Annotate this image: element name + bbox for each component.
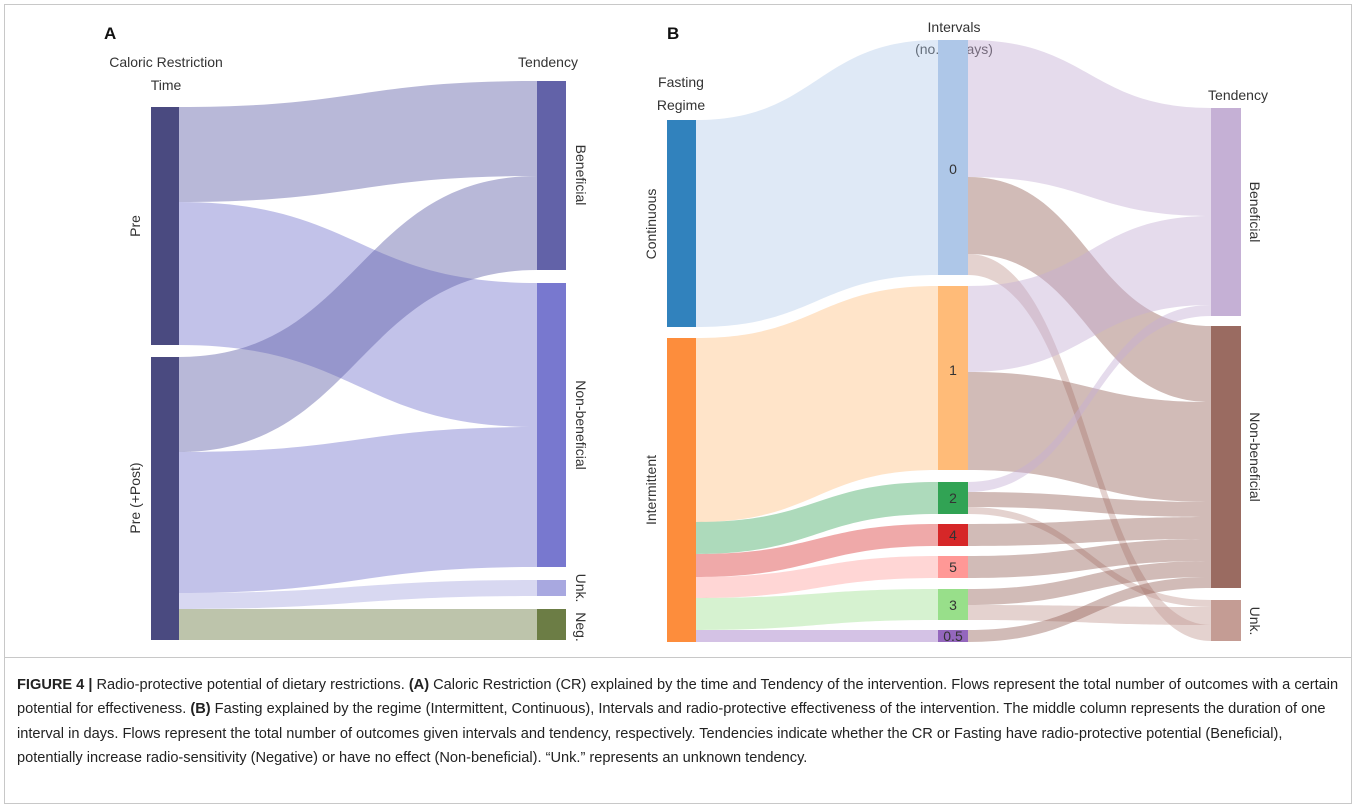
panel-a-col2-title: Tendency — [518, 54, 578, 70]
panel-a-letter: A — [104, 24, 116, 43]
node-b-intermittent — [667, 338, 696, 642]
label-a-nonbeneficial: Non-beneficial — [573, 380, 589, 470]
node-a-unk — [537, 580, 566, 596]
flow-b-05-nonbeneficial — [968, 577, 1211, 642]
label-a-unk: Unk. — [573, 574, 589, 603]
label-b-interval-2: 2 — [949, 490, 957, 506]
flow-a-prepost-neg — [179, 609, 537, 640]
node-b-interval-1 — [938, 286, 968, 470]
node-b-nonbeneficial — [1211, 326, 1241, 588]
label-b-intermittent: Intermittent — [643, 455, 659, 525]
flow-b-4-nonbeneficial — [968, 517, 1211, 546]
figure-caption: FIGURE 4 | Radio-protective potential of… — [17, 673, 1347, 771]
caption-a-label: (A) — [408, 677, 430, 693]
flow-b-intermittent-4 — [696, 524, 938, 577]
caption-a-text: Caloric Restriction (CR) explained by th… — [17, 677, 1339, 718]
node-a-beneficial — [537, 81, 566, 270]
node-a-neg — [537, 609, 566, 640]
caption-figure-label: FIGURE 4 | — [17, 677, 93, 693]
flow-b-0-beneficial — [968, 40, 1211, 216]
node-b-interval-2 — [938, 482, 968, 514]
label-b-nonbeneficial: Non-beneficial — [1247, 412, 1263, 502]
label-a-pre: Pre — [127, 215, 143, 237]
flow-b-3-unk — [968, 605, 1211, 625]
flow-b-5-nonbeneficial — [968, 539, 1211, 578]
node-a-prepost — [151, 357, 179, 640]
node-a-pre — [151, 107, 179, 345]
flow-b-3-nonbeneficial — [968, 561, 1211, 605]
flow-b-intermittent-5 — [696, 556, 938, 598]
node-b-interval-3 — [938, 589, 968, 620]
label-b-unk: Unk. — [1247, 607, 1263, 636]
label-b-beneficial: Beneficial — [1247, 182, 1263, 243]
node-b-interval-5 — [938, 556, 968, 578]
flow-b-2-beneficial — [968, 305, 1211, 492]
node-b-interval-0 — [938, 40, 968, 275]
node-b-continuous — [667, 120, 696, 327]
caption-divider — [4, 657, 1352, 658]
panel-b-letter: B — [667, 24, 679, 43]
label-b-interval-5: 5 — [949, 559, 957, 575]
flow-a-pre-nonbeneficial — [179, 202, 537, 427]
panel-b: B Fasting Regime Intervals (no. of days)… — [643, 19, 1268, 644]
node-b-interval-05 — [938, 630, 968, 642]
node-a-nonbeneficial — [537, 283, 566, 567]
panel-b-col2-title-line1: Intervals — [928, 19, 981, 35]
node-b-interval-4 — [938, 524, 968, 546]
label-b-continuous: Continuous — [643, 189, 659, 260]
label-b-interval-3: 3 — [949, 597, 957, 613]
flow-a-prepost-unk — [179, 580, 537, 609]
flow-a-pre-beneficial — [179, 81, 537, 202]
label-a-beneficial: Beneficial — [573, 145, 589, 206]
panel-b-col1-title-line2: Regime — [657, 97, 705, 113]
panel-b-col1-title-line1: Fasting — [658, 74, 704, 90]
label-b-interval-1: 1 — [949, 362, 957, 378]
flow-b-intermittent-3 — [696, 589, 938, 630]
figure-frame — [4, 4, 1352, 804]
flow-b-intermittent-05 — [696, 630, 938, 642]
node-b-unk — [1211, 600, 1241, 641]
caption-intro: Radio-protective potential of dietary re… — [92, 677, 409, 693]
flow-b-1-beneficial — [968, 216, 1211, 372]
panel-a: A Caloric Restriction Time Tendency Pre … — [104, 24, 589, 642]
label-a-prepost: Pre (+Post) — [127, 462, 143, 533]
flow-a-prepost-nonbeneficial — [179, 427, 537, 593]
flow-b-continuous-0 — [696, 40, 938, 327]
label-b-interval-05: 0.5 — [943, 628, 963, 644]
flow-b-2-nonbeneficial — [968, 492, 1211, 517]
flow-b-0-unk — [968, 254, 1211, 641]
panel-a-col1-title-line1: Caloric Restriction — [109, 54, 223, 70]
flow-b-intermittent-2 — [696, 482, 938, 554]
sankey-figure: A Caloric Restriction Time Tendency Pre … — [104, 19, 1268, 644]
panel-a-col1-title-line2: Time — [151, 77, 182, 93]
panel-b-col3-title: Tendency — [1208, 87, 1268, 103]
label-a-neg: Neg. — [573, 612, 589, 642]
flow-b-0-nonbeneficial — [968, 177, 1211, 402]
node-b-beneficial — [1211, 108, 1241, 316]
flow-b-2-unk — [968, 507, 1211, 607]
label-b-interval-0: 0 — [949, 161, 957, 177]
caption-b-text: Fasting explained by the regime (Intermi… — [17, 701, 1326, 767]
flow-b-intermittent-1 — [696, 286, 938, 522]
flow-a-prepost-beneficial — [179, 176, 537, 452]
label-b-interval-4: 4 — [949, 527, 957, 543]
caption-b-label: (B) — [190, 701, 211, 718]
flow-b-1-nonbeneficial — [968, 372, 1211, 502]
